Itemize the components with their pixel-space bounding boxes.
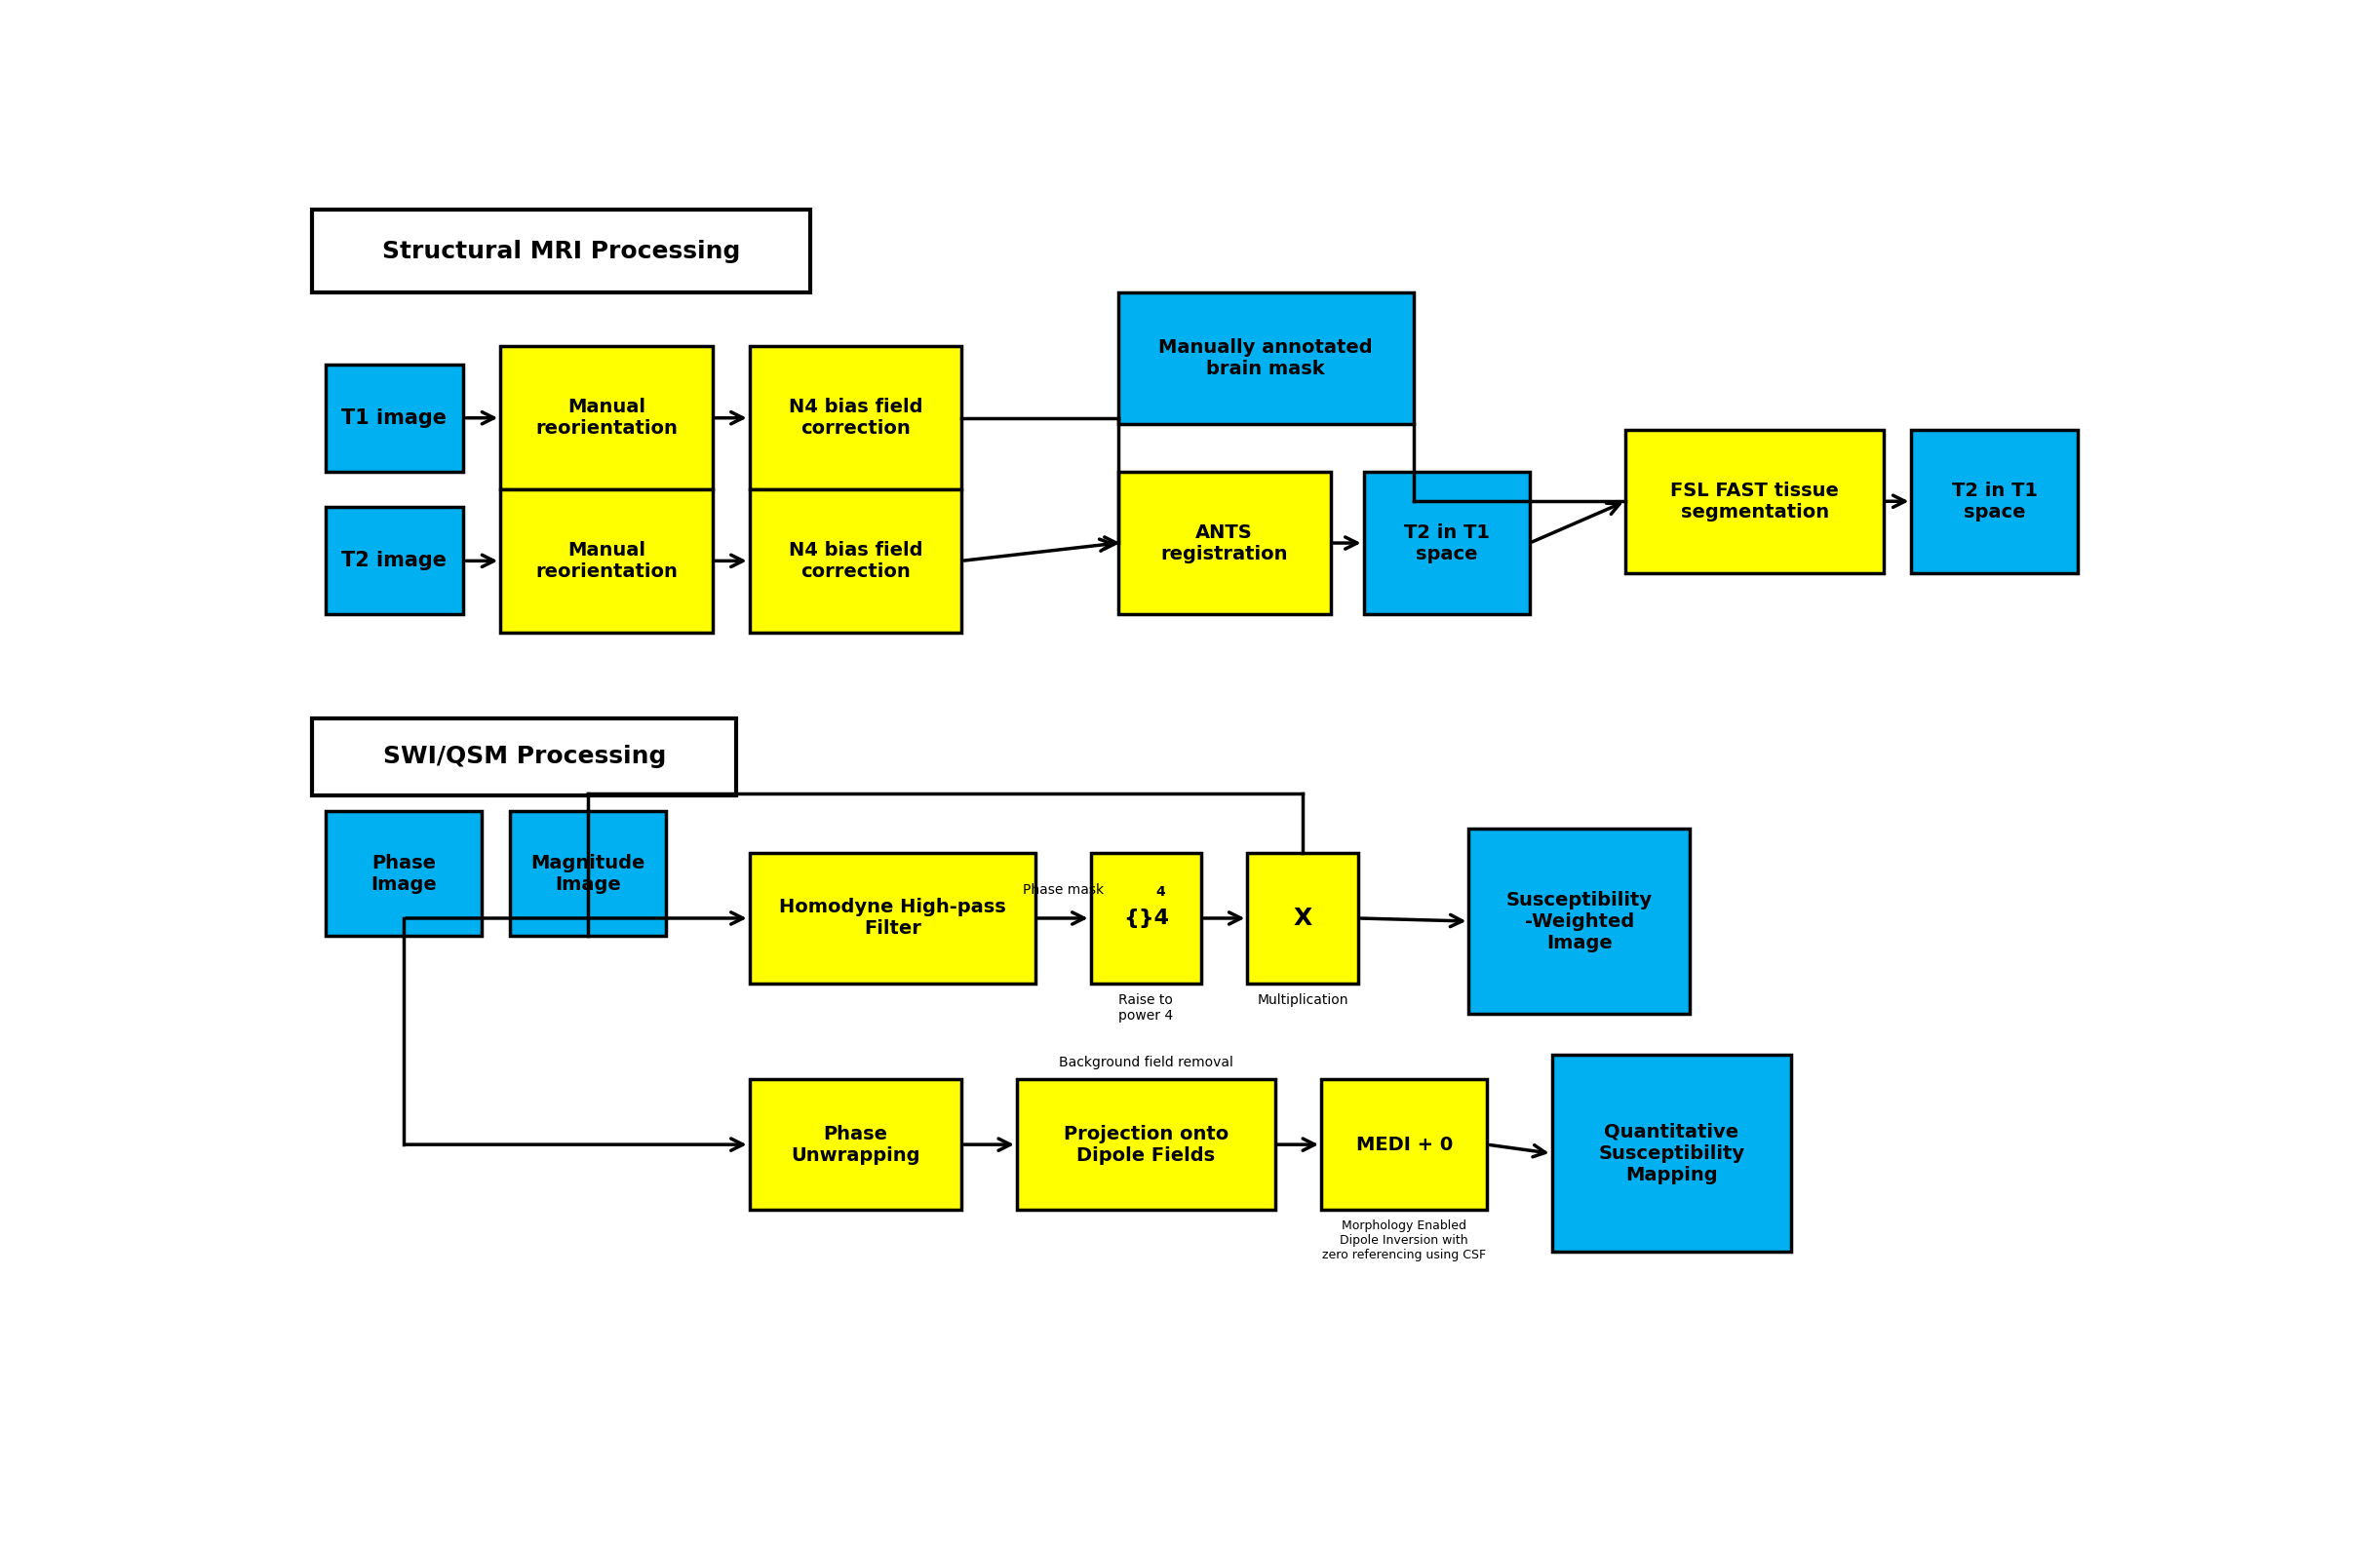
Text: Projection onto
Dipole Fields: Projection onto Dipole Fields — [1064, 1125, 1228, 1165]
FancyBboxPatch shape — [1321, 1080, 1488, 1210]
FancyBboxPatch shape — [312, 718, 735, 795]
FancyBboxPatch shape — [750, 852, 1035, 984]
Text: Quantitative
Susceptibility
Mapping: Quantitative Susceptibility Mapping — [1599, 1123, 1745, 1183]
Text: Phase
Unwrapping: Phase Unwrapping — [790, 1125, 921, 1165]
Text: Multiplication: Multiplication — [1257, 993, 1349, 1007]
FancyBboxPatch shape — [750, 347, 962, 489]
FancyBboxPatch shape — [1090, 852, 1202, 984]
Text: Susceptibility
-Weighted
Image: Susceptibility -Weighted Image — [1507, 891, 1652, 951]
Text: X: X — [1292, 907, 1311, 930]
Text: T2 in T1
space: T2 in T1 space — [1404, 523, 1490, 563]
FancyBboxPatch shape — [500, 489, 712, 633]
FancyBboxPatch shape — [1247, 852, 1359, 984]
FancyBboxPatch shape — [1364, 472, 1530, 614]
FancyBboxPatch shape — [500, 347, 712, 489]
Text: {}4: {}4 — [1123, 908, 1169, 928]
Text: Structural MRI Processing: Structural MRI Processing — [383, 240, 740, 263]
Text: Manual
reorientation: Manual reorientation — [536, 541, 678, 580]
FancyBboxPatch shape — [1552, 1055, 1792, 1252]
Text: Raise to
power 4: Raise to power 4 — [1119, 993, 1173, 1023]
Text: N4 bias field
correction: N4 bias field correction — [788, 541, 923, 580]
FancyBboxPatch shape — [509, 811, 666, 936]
FancyBboxPatch shape — [1911, 430, 2078, 572]
Text: T2 in T1
space: T2 in T1 space — [1952, 481, 2037, 521]
Text: SWI/QSM Processing: SWI/QSM Processing — [383, 746, 666, 769]
FancyBboxPatch shape — [312, 209, 809, 292]
Text: Manual
reorientation: Manual reorientation — [536, 398, 678, 438]
Text: Manually annotated
brain mask: Manually annotated brain mask — [1159, 339, 1373, 379]
Text: Phase
Image: Phase Image — [371, 854, 436, 894]
Text: ANTS
registration: ANTS registration — [1161, 523, 1288, 563]
Text: Magnitude
Image: Magnitude Image — [531, 854, 645, 894]
FancyBboxPatch shape — [326, 507, 464, 614]
Text: Morphology Enabled
Dipole Inversion with
zero referencing using CSF: Morphology Enabled Dipole Inversion with… — [1323, 1219, 1485, 1261]
FancyBboxPatch shape — [750, 1080, 962, 1210]
FancyBboxPatch shape — [326, 811, 481, 936]
Text: Phase mask: Phase mask — [1023, 883, 1104, 897]
FancyBboxPatch shape — [1468, 829, 1690, 1013]
Text: N4 bias field
correction: N4 bias field correction — [788, 398, 923, 438]
FancyBboxPatch shape — [1119, 472, 1330, 614]
FancyBboxPatch shape — [1119, 292, 1414, 424]
FancyBboxPatch shape — [326, 365, 464, 472]
Text: T1 image: T1 image — [343, 408, 447, 427]
Text: 4: 4 — [1157, 885, 1166, 899]
Text: T2 image: T2 image — [343, 551, 447, 571]
FancyBboxPatch shape — [750, 489, 962, 633]
Text: MEDI + 0: MEDI + 0 — [1357, 1135, 1452, 1154]
FancyBboxPatch shape — [1626, 430, 1885, 572]
Text: Homodyne High-pass
Filter: Homodyne High-pass Filter — [778, 899, 1007, 937]
FancyBboxPatch shape — [1016, 1080, 1276, 1210]
Text: FSL FAST tissue
segmentation: FSL FAST tissue segmentation — [1671, 481, 1840, 521]
Text: Background field removal: Background field removal — [1059, 1057, 1233, 1069]
